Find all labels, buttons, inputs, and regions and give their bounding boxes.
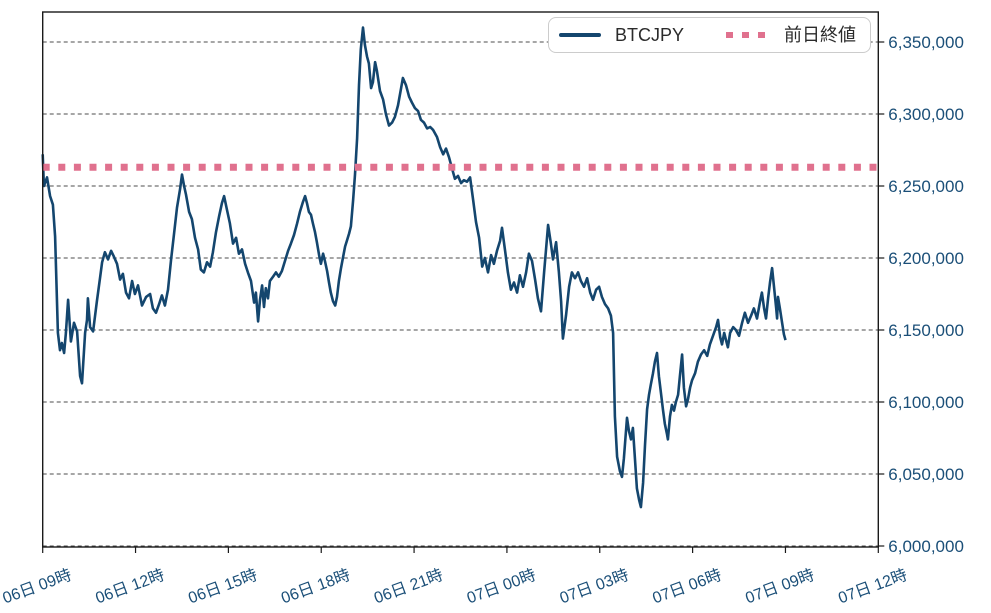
- y-tick-label: 6,150,000: [888, 321, 964, 340]
- price-line: [41, 26, 787, 509]
- series-line-sample: [559, 33, 601, 37]
- legend-series-label: BTCJPY: [615, 25, 685, 45]
- reference-dotted-sample: [726, 32, 773, 38]
- x-tick-label: 06日 21時: [372, 566, 446, 608]
- x-tick-label: 07日 09時: [743, 566, 817, 608]
- y-tick-label: 6,100,000: [888, 393, 964, 412]
- x-tick-label: 06日 18時: [279, 566, 353, 608]
- plot-frame: [42, 11, 879, 548]
- x-tick-label: 06日 15時: [186, 566, 260, 608]
- legend-reference-label: 前日終値: [784, 25, 857, 45]
- y-tick-label: 6,000,000: [888, 537, 964, 556]
- y-tick-label: 6,300,000: [888, 105, 964, 124]
- legend: BTCJPY 前日終値: [548, 17, 872, 53]
- y-tick-label: 6,350,000: [888, 33, 964, 52]
- y-tick-label: 6,250,000: [888, 177, 964, 196]
- x-tick-label: 07日 12時: [836, 566, 910, 608]
- y-tick-label: 6,050,000: [888, 465, 964, 484]
- x-tick-label: 06日 09時: [0, 566, 74, 608]
- x-tick-label: 07日 03時: [557, 566, 631, 608]
- x-tick-label: 07日 00時: [464, 566, 538, 608]
- y-tick-label: 6,200,000: [888, 249, 964, 268]
- x-tick-label: 07日 06時: [650, 566, 724, 608]
- x-tick-label: 06日 12時: [93, 566, 167, 608]
